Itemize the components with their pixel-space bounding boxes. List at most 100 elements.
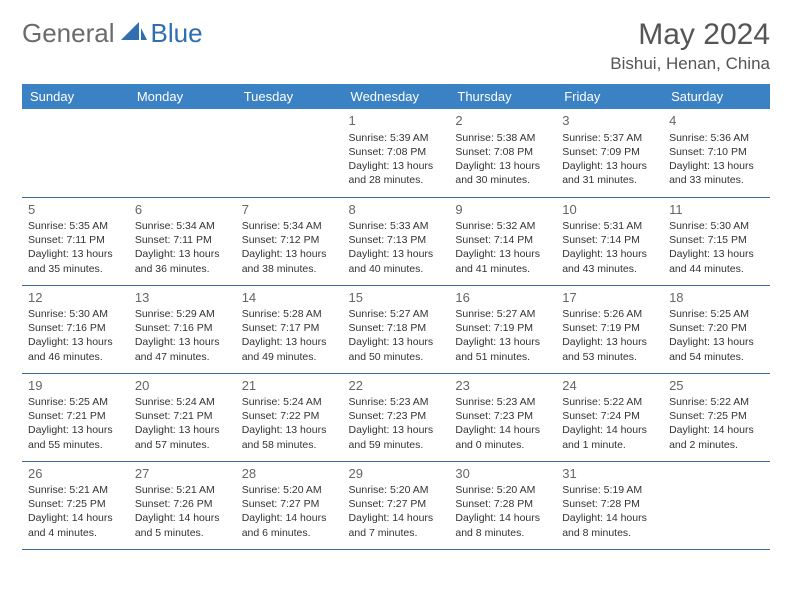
calendar-cell: 31Sunrise: 5:19 AMSunset: 7:28 PMDayligh…	[556, 461, 663, 549]
weekday-header: Thursday	[449, 84, 556, 109]
weekday-header: Tuesday	[236, 84, 343, 109]
day-number: 7	[242, 201, 337, 220]
weekday-header: Wednesday	[343, 84, 450, 109]
weekday-header-row: SundayMondayTuesdayWednesdayThursdayFrid…	[22, 84, 770, 109]
day-number: 8	[349, 201, 444, 220]
calendar-body: 1Sunrise: 5:39 AMSunset: 7:08 PMDaylight…	[22, 109, 770, 549]
day-details: Sunrise: 5:35 AMSunset: 7:11 PMDaylight:…	[28, 219, 123, 276]
day-number: 1	[349, 112, 444, 131]
day-details: Sunrise: 5:37 AMSunset: 7:09 PMDaylight:…	[562, 131, 657, 188]
brand-logo: General Blue	[22, 18, 203, 49]
day-details: Sunrise: 5:24 AMSunset: 7:22 PMDaylight:…	[242, 395, 337, 452]
day-details: Sunrise: 5:38 AMSunset: 7:08 PMDaylight:…	[455, 131, 550, 188]
day-details: Sunrise: 5:30 AMSunset: 7:16 PMDaylight:…	[28, 307, 123, 364]
page-title: May 2024	[610, 18, 770, 52]
day-number: 10	[562, 201, 657, 220]
day-number: 21	[242, 377, 337, 396]
calendar-row: 1Sunrise: 5:39 AMSunset: 7:08 PMDaylight…	[22, 109, 770, 197]
calendar-cell	[236, 109, 343, 197]
day-number: 17	[562, 289, 657, 308]
day-details: Sunrise: 5:30 AMSunset: 7:15 PMDaylight:…	[669, 219, 764, 276]
calendar-cell: 25Sunrise: 5:22 AMSunset: 7:25 PMDayligh…	[663, 373, 770, 461]
day-number: 19	[28, 377, 123, 396]
day-details: Sunrise: 5:20 AMSunset: 7:27 PMDaylight:…	[242, 483, 337, 540]
day-details: Sunrise: 5:28 AMSunset: 7:17 PMDaylight:…	[242, 307, 337, 364]
day-number: 22	[349, 377, 444, 396]
calendar-cell: 26Sunrise: 5:21 AMSunset: 7:25 PMDayligh…	[22, 461, 129, 549]
header: General Blue May 2024 Bishui, Henan, Chi…	[22, 18, 770, 74]
weekday-header: Monday	[129, 84, 236, 109]
day-number: 27	[135, 465, 230, 484]
day-number: 14	[242, 289, 337, 308]
day-number: 30	[455, 465, 550, 484]
day-details: Sunrise: 5:27 AMSunset: 7:18 PMDaylight:…	[349, 307, 444, 364]
day-number: 13	[135, 289, 230, 308]
calendar-cell: 22Sunrise: 5:23 AMSunset: 7:23 PMDayligh…	[343, 373, 450, 461]
day-details: Sunrise: 5:25 AMSunset: 7:21 PMDaylight:…	[28, 395, 123, 452]
calendar-cell: 29Sunrise: 5:20 AMSunset: 7:27 PMDayligh…	[343, 461, 450, 549]
calendar-cell: 7Sunrise: 5:34 AMSunset: 7:12 PMDaylight…	[236, 197, 343, 285]
day-details: Sunrise: 5:27 AMSunset: 7:19 PMDaylight:…	[455, 307, 550, 364]
weekday-header: Saturday	[663, 84, 770, 109]
title-block: May 2024 Bishui, Henan, China	[610, 18, 770, 74]
day-details: Sunrise: 5:21 AMSunset: 7:26 PMDaylight:…	[135, 483, 230, 540]
calendar-row: 19Sunrise: 5:25 AMSunset: 7:21 PMDayligh…	[22, 373, 770, 461]
calendar-cell: 11Sunrise: 5:30 AMSunset: 7:15 PMDayligh…	[663, 197, 770, 285]
day-details: Sunrise: 5:39 AMSunset: 7:08 PMDaylight:…	[349, 131, 444, 188]
calendar-cell: 15Sunrise: 5:27 AMSunset: 7:18 PMDayligh…	[343, 285, 450, 373]
calendar-cell: 6Sunrise: 5:34 AMSunset: 7:11 PMDaylight…	[129, 197, 236, 285]
sail-icon	[121, 18, 147, 49]
calendar-cell: 2Sunrise: 5:38 AMSunset: 7:08 PMDaylight…	[449, 109, 556, 197]
day-number: 20	[135, 377, 230, 396]
calendar-row: 26Sunrise: 5:21 AMSunset: 7:25 PMDayligh…	[22, 461, 770, 549]
calendar-cell: 16Sunrise: 5:27 AMSunset: 7:19 PMDayligh…	[449, 285, 556, 373]
day-number: 28	[242, 465, 337, 484]
day-details: Sunrise: 5:36 AMSunset: 7:10 PMDaylight:…	[669, 131, 764, 188]
day-details: Sunrise: 5:26 AMSunset: 7:19 PMDaylight:…	[562, 307, 657, 364]
day-details: Sunrise: 5:19 AMSunset: 7:28 PMDaylight:…	[562, 483, 657, 540]
day-details: Sunrise: 5:21 AMSunset: 7:25 PMDaylight:…	[28, 483, 123, 540]
day-details: Sunrise: 5:22 AMSunset: 7:25 PMDaylight:…	[669, 395, 764, 452]
day-number: 31	[562, 465, 657, 484]
calendar-cell: 19Sunrise: 5:25 AMSunset: 7:21 PMDayligh…	[22, 373, 129, 461]
day-details: Sunrise: 5:34 AMSunset: 7:12 PMDaylight:…	[242, 219, 337, 276]
calendar-cell: 13Sunrise: 5:29 AMSunset: 7:16 PMDayligh…	[129, 285, 236, 373]
day-number: 12	[28, 289, 123, 308]
calendar-cell: 14Sunrise: 5:28 AMSunset: 7:17 PMDayligh…	[236, 285, 343, 373]
calendar-cell: 3Sunrise: 5:37 AMSunset: 7:09 PMDaylight…	[556, 109, 663, 197]
day-number: 23	[455, 377, 550, 396]
calendar-cell: 20Sunrise: 5:24 AMSunset: 7:21 PMDayligh…	[129, 373, 236, 461]
calendar-cell: 5Sunrise: 5:35 AMSunset: 7:11 PMDaylight…	[22, 197, 129, 285]
day-number: 6	[135, 201, 230, 220]
weekday-header: Friday	[556, 84, 663, 109]
calendar-cell: 8Sunrise: 5:33 AMSunset: 7:13 PMDaylight…	[343, 197, 450, 285]
day-details: Sunrise: 5:22 AMSunset: 7:24 PMDaylight:…	[562, 395, 657, 452]
day-details: Sunrise: 5:20 AMSunset: 7:28 PMDaylight:…	[455, 483, 550, 540]
day-details: Sunrise: 5:33 AMSunset: 7:13 PMDaylight:…	[349, 219, 444, 276]
calendar-cell	[129, 109, 236, 197]
day-details: Sunrise: 5:23 AMSunset: 7:23 PMDaylight:…	[349, 395, 444, 452]
calendar-cell: 27Sunrise: 5:21 AMSunset: 7:26 PMDayligh…	[129, 461, 236, 549]
calendar-cell: 1Sunrise: 5:39 AMSunset: 7:08 PMDaylight…	[343, 109, 450, 197]
calendar-cell: 21Sunrise: 5:24 AMSunset: 7:22 PMDayligh…	[236, 373, 343, 461]
day-details: Sunrise: 5:25 AMSunset: 7:20 PMDaylight:…	[669, 307, 764, 364]
day-number: 26	[28, 465, 123, 484]
calendar-cell: 9Sunrise: 5:32 AMSunset: 7:14 PMDaylight…	[449, 197, 556, 285]
day-number: 5	[28, 201, 123, 220]
calendar-cell	[22, 109, 129, 197]
calendar-cell: 24Sunrise: 5:22 AMSunset: 7:24 PMDayligh…	[556, 373, 663, 461]
day-number: 11	[669, 201, 764, 220]
day-details: Sunrise: 5:20 AMSunset: 7:27 PMDaylight:…	[349, 483, 444, 540]
day-details: Sunrise: 5:32 AMSunset: 7:14 PMDaylight:…	[455, 219, 550, 276]
calendar-row: 12Sunrise: 5:30 AMSunset: 7:16 PMDayligh…	[22, 285, 770, 373]
day-number: 3	[562, 112, 657, 131]
day-number: 29	[349, 465, 444, 484]
day-number: 16	[455, 289, 550, 308]
calendar-cell: 23Sunrise: 5:23 AMSunset: 7:23 PMDayligh…	[449, 373, 556, 461]
day-number: 2	[455, 112, 550, 131]
day-number: 9	[455, 201, 550, 220]
calendar-table: SundayMondayTuesdayWednesdayThursdayFrid…	[22, 84, 770, 550]
day-number: 24	[562, 377, 657, 396]
calendar-cell: 28Sunrise: 5:20 AMSunset: 7:27 PMDayligh…	[236, 461, 343, 549]
day-details: Sunrise: 5:23 AMSunset: 7:23 PMDaylight:…	[455, 395, 550, 452]
